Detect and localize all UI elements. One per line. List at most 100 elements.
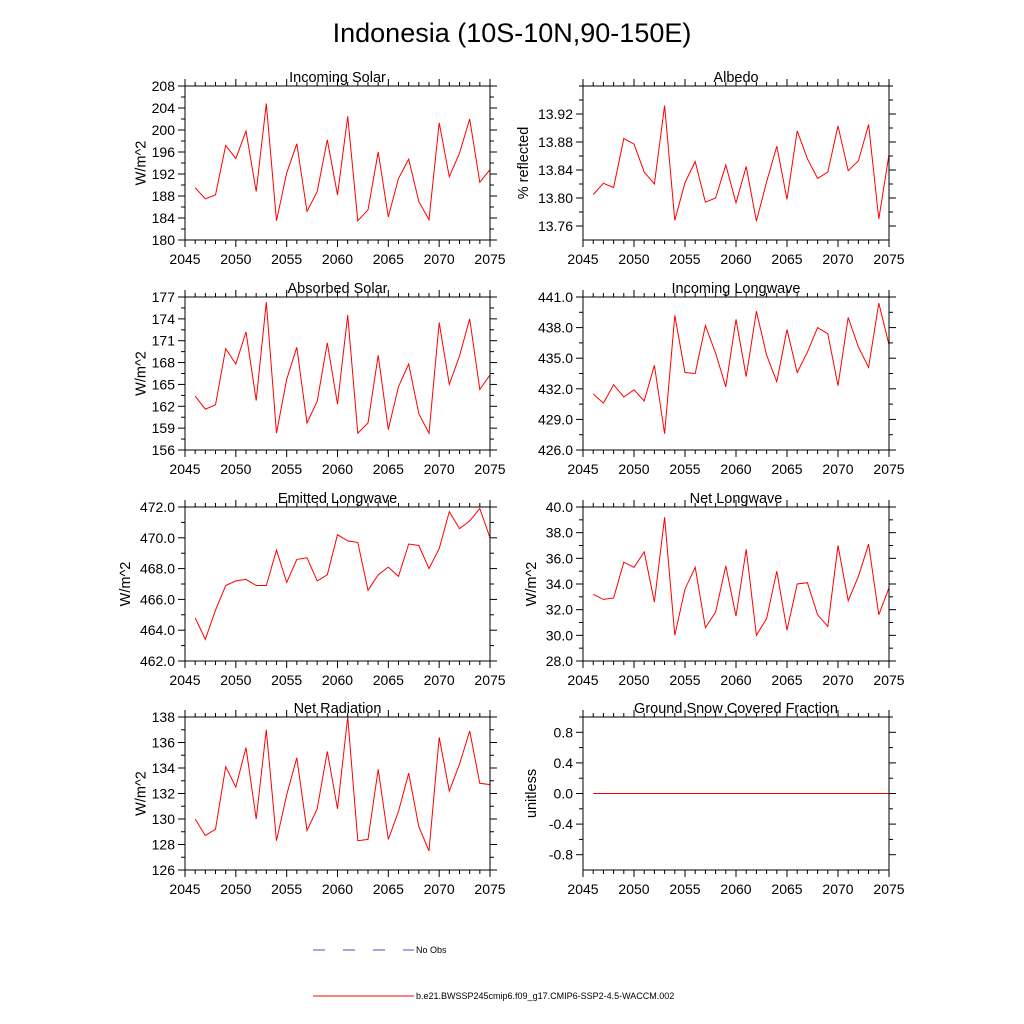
x-tick-label: 2070 xyxy=(424,251,455,267)
x-tick-label: 2075 xyxy=(474,672,505,688)
x-tick-label: 2060 xyxy=(720,881,751,897)
x-tick-label: 2050 xyxy=(220,672,251,688)
y-tick-label: 136 xyxy=(152,735,176,751)
panel-title-net-longwave: Net Longwave xyxy=(690,491,783,507)
x-tick-label: 2055 xyxy=(669,251,700,267)
x-tick-label: 2070 xyxy=(424,461,455,477)
x-tick-label: 2075 xyxy=(873,881,904,897)
figure-title: Indonesia (10S-10N,90-150E) xyxy=(333,18,692,48)
y-tick-label: 32.0 xyxy=(546,602,573,618)
x-tick-label: 2060 xyxy=(322,672,353,688)
plot-frame-net-radiation xyxy=(184,716,491,871)
panel-ground-snow-covered-fraction: 2045 2050 2055 2060 2065 2070 2075 -0.8 -0.4 0.0 0… xyxy=(524,701,905,897)
x-tick-label: 2050 xyxy=(220,251,251,267)
x-tick-label: 2070 xyxy=(424,672,455,688)
y-tick-label: -0.4 xyxy=(549,816,573,832)
x-tick-label: 2065 xyxy=(373,881,404,897)
x-tick-label: 2045 xyxy=(169,251,200,267)
y-tick-label: 13.76 xyxy=(538,218,573,234)
y-tick-label: 180 xyxy=(152,232,176,248)
x-tick-label: 2055 xyxy=(271,461,302,477)
y-tick-label: 13.84 xyxy=(538,162,573,178)
y-tick-label: 36.0 xyxy=(546,550,573,566)
plot-frame-albedo xyxy=(582,85,890,241)
x-tick-label: 2065 xyxy=(771,881,802,897)
y-tick-label: 138 xyxy=(152,709,176,725)
y-tick-label: 188 xyxy=(152,188,176,204)
y-tick-label: 184 xyxy=(152,210,176,226)
x-tick-label: 2075 xyxy=(474,251,505,267)
y-tick-label: 30.0 xyxy=(546,627,573,643)
x-tick-label: 2060 xyxy=(720,461,751,477)
x-tick-label: 2070 xyxy=(822,461,853,477)
series-line-emitted-longwave xyxy=(194,507,491,641)
y-tick-label: 165 xyxy=(152,376,176,392)
x-tick-label: 2050 xyxy=(618,881,649,897)
y-tick-label: 466.0 xyxy=(140,591,175,607)
x-tick-label: 2065 xyxy=(771,672,802,688)
y-tick-label: 128 xyxy=(152,837,176,853)
panel-title-absorbed-solar: Absorbed Solar xyxy=(288,281,388,297)
y-tick-label: 38.0 xyxy=(546,525,573,541)
x-tick-label: 2055 xyxy=(669,461,700,477)
y-tick-label: 462.0 xyxy=(140,653,175,669)
x-tick-label: 2045 xyxy=(567,461,598,477)
y-tick-label: 174 xyxy=(152,311,176,327)
legend: No Obs b.e21.BWSSP245cmip6.f09_g17.CMIP6… xyxy=(313,945,674,1001)
y-tick-label: 156 xyxy=(152,442,176,458)
y-tick-label: 200 xyxy=(152,122,176,138)
y-tick-label: 171 xyxy=(152,333,176,349)
x-tick-label: 2055 xyxy=(271,251,302,267)
x-tick-label: 2045 xyxy=(567,251,598,267)
y-tick-label: 34.0 xyxy=(546,576,573,592)
panel-net-radiation: 2045 2050 2055 2060 2065 2070 2075 126 128 130 132… xyxy=(134,701,506,897)
y-axis-label-emitted-longwave: W/m^2 xyxy=(118,562,134,607)
x-tick-label: 2045 xyxy=(567,881,598,897)
y-tick-label: 204 xyxy=(152,100,176,116)
x-tick-label: 2065 xyxy=(373,461,404,477)
x-tick-label: 2070 xyxy=(822,672,853,688)
x-tick-label: 2075 xyxy=(474,461,505,477)
panel-incoming-solar: 2045 2050 2055 2060 2065 2070 2075 180 184 188 192… xyxy=(134,70,506,267)
plot-frame-incoming-solar xyxy=(184,85,491,241)
x-tick-label: 2065 xyxy=(373,672,404,688)
panel-incoming-longwave: 2045 2050 2055 2060 2065 2070 2075 426.0 429.0 43… xyxy=(538,281,905,477)
panel-title-incoming-solar: Incoming Solar xyxy=(289,70,386,86)
x-tick-label: 2060 xyxy=(720,672,751,688)
y-tick-label: 159 xyxy=(152,420,176,436)
y-tick-label: 0.4 xyxy=(554,755,574,771)
y-tick-label: 0.8 xyxy=(554,724,574,740)
panel-albedo: 2045 2050 2055 2060 2065 2070 2075 13.76 13.80 13… xyxy=(516,70,905,267)
series-line-net-radiation xyxy=(194,716,491,852)
x-tick-label: 2050 xyxy=(220,881,251,897)
x-tick-label: 2075 xyxy=(873,251,904,267)
x-tick-label: 2055 xyxy=(271,881,302,897)
x-tick-label: 2045 xyxy=(169,461,200,477)
x-tick-label: 2055 xyxy=(271,672,302,688)
y-tick-label: 208 xyxy=(152,78,176,94)
y-tick-label: 13.88 xyxy=(538,134,573,150)
x-tick-label: 2065 xyxy=(771,251,802,267)
x-tick-label: 2070 xyxy=(424,881,455,897)
y-tick-label: 0.0 xyxy=(554,786,574,802)
x-tick-label: 2050 xyxy=(618,251,649,267)
y-tick-label: 438.0 xyxy=(538,320,573,336)
y-tick-label: 192 xyxy=(152,166,176,182)
y-axis-label-net-radiation: W/m^2 xyxy=(134,771,150,816)
series-line-albedo xyxy=(592,105,890,222)
panel-title-incoming-longwave: Incoming Longwave xyxy=(672,281,801,297)
x-tick-label: 2045 xyxy=(169,881,200,897)
panel-title-albedo: Albedo xyxy=(713,70,758,86)
y-tick-label: 40.0 xyxy=(546,499,573,515)
series-line-incoming-solar xyxy=(194,103,491,222)
y-tick-label: 435.0 xyxy=(538,350,573,366)
panel-net-longwave: 2045 2050 2055 2060 2065 2070 2075 28.0 30.0 32.0… xyxy=(524,491,905,688)
x-tick-label: 2070 xyxy=(822,251,853,267)
y-tick-label: 429.0 xyxy=(538,411,573,427)
panel-title-ground-snow-covered-fraction: Ground Snow Covered Fraction xyxy=(634,701,838,717)
panel-title-emitted-longwave: Emitted Longwave xyxy=(278,491,397,507)
y-axis-label-incoming-solar: W/m^2 xyxy=(134,141,150,186)
y-tick-label: 168 xyxy=(152,355,176,371)
y-tick-label: 464.0 xyxy=(140,622,175,638)
